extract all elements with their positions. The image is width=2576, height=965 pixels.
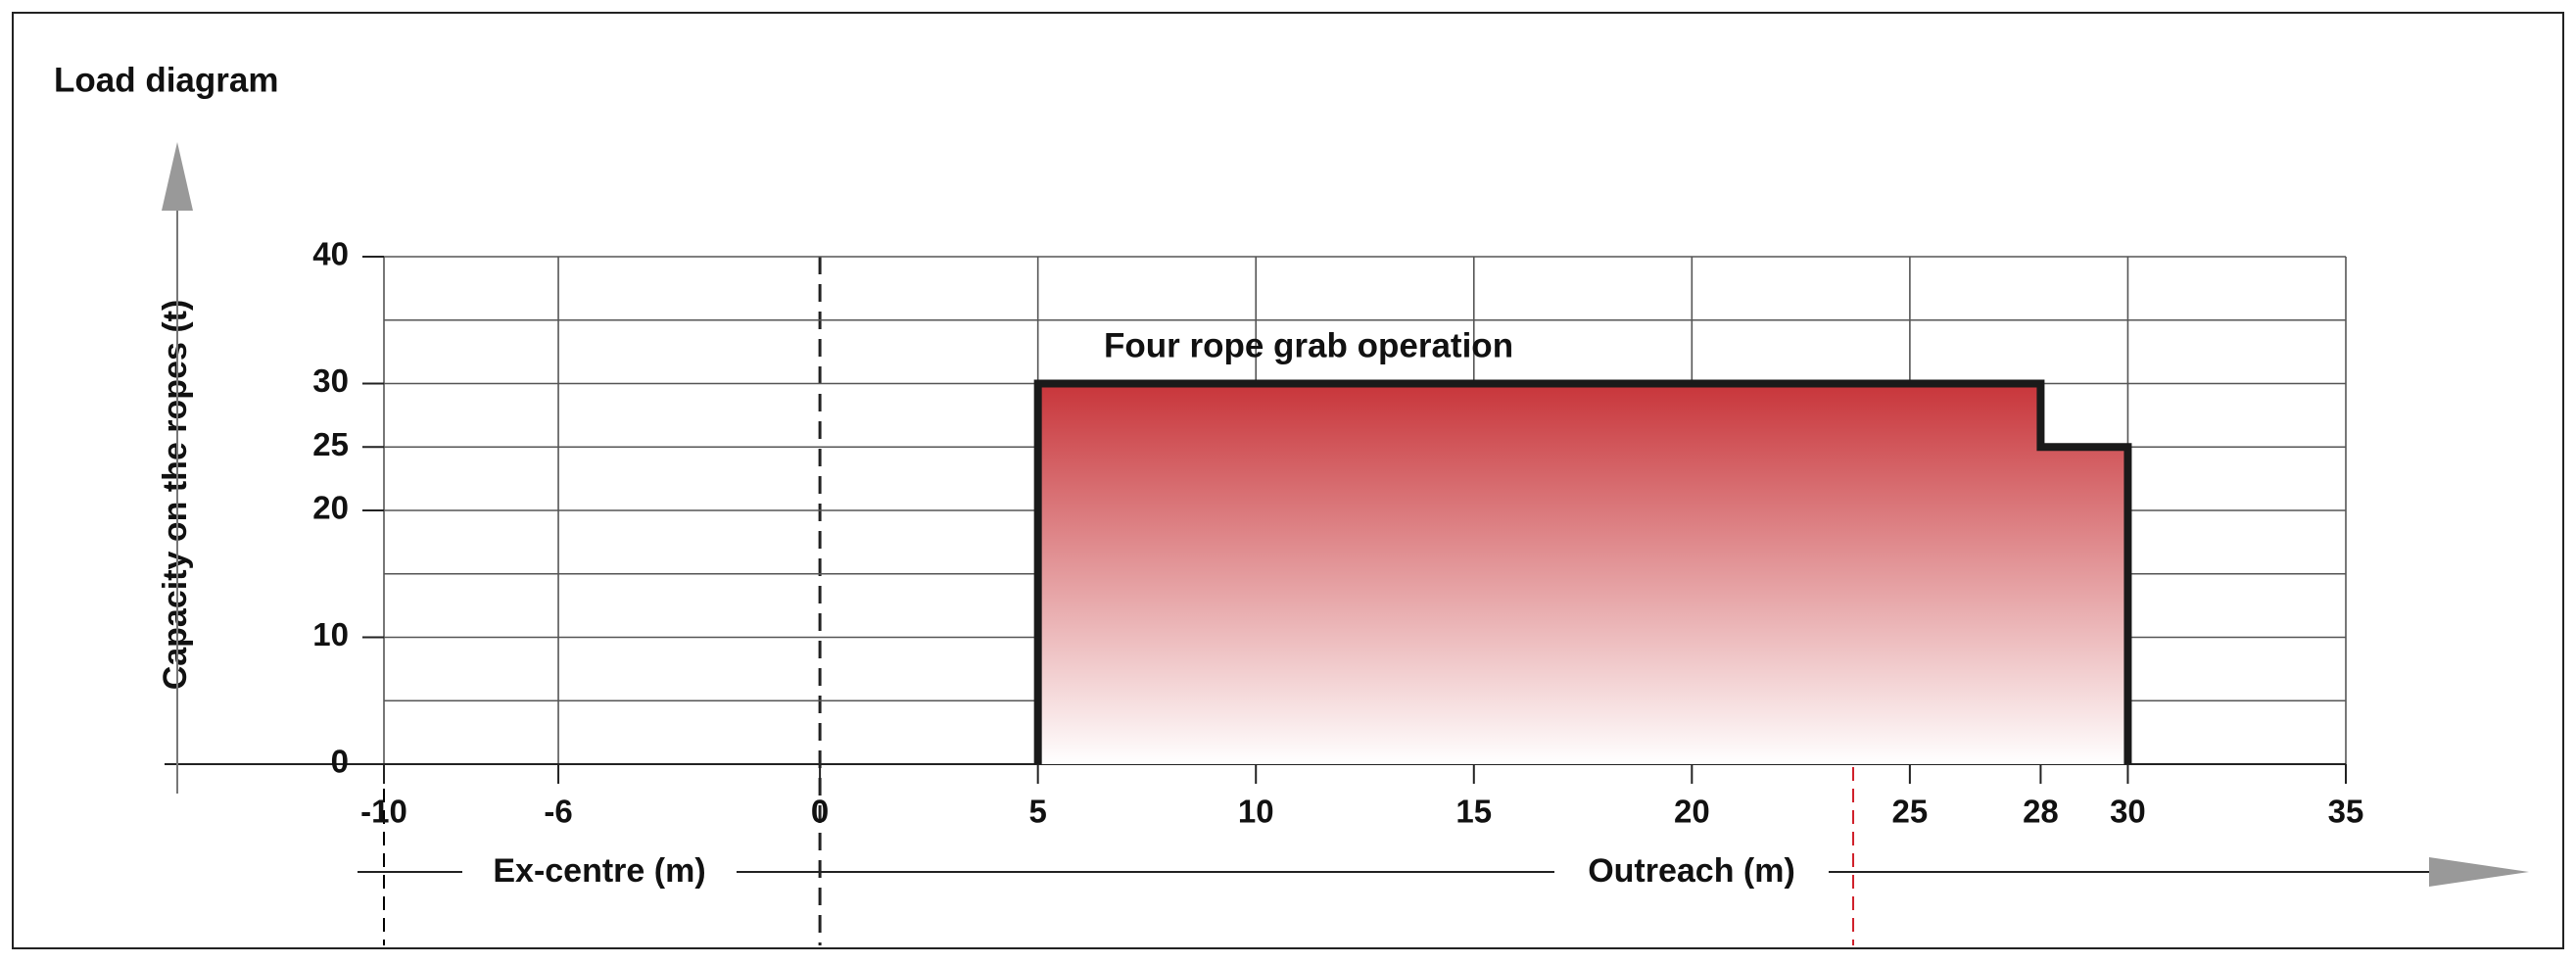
x-axis-label: Ex-centre (m) bbox=[493, 852, 705, 890]
y-tick-label: 20 bbox=[312, 490, 349, 526]
y-axis-arrow-head bbox=[162, 142, 193, 211]
y-tick-label: 40 bbox=[312, 236, 349, 272]
x-tick-label: -10 bbox=[360, 794, 407, 830]
y-tick-label: 10 bbox=[312, 616, 349, 652]
area-fill bbox=[1037, 383, 2128, 764]
x-tick-label: 15 bbox=[1455, 794, 1492, 830]
x-tick-label: 0 bbox=[811, 794, 829, 830]
x-tick-label: -6 bbox=[544, 794, 572, 830]
y-tick-label: 0 bbox=[331, 744, 349, 780]
y-tick-label: 25 bbox=[312, 426, 349, 462]
x-axis-label: Outreach (m) bbox=[1588, 852, 1795, 890]
plot: Ex-centre (m) Outreach (m) 0 10 20 25 30 40 -10 -… bbox=[162, 142, 2529, 945]
x-tick-label: 20 bbox=[1674, 794, 1710, 830]
x-tick-label: 5 bbox=[1028, 794, 1046, 830]
x-tick-label: 30 bbox=[2110, 794, 2146, 830]
y-tick-label: 30 bbox=[312, 362, 349, 399]
x-tick-label: 10 bbox=[1238, 794, 1274, 830]
annotation: Four rope grab operation bbox=[1104, 326, 1513, 364]
label-backing bbox=[1554, 850, 1829, 893]
x-tick-label: 35 bbox=[2328, 794, 2364, 830]
area-outline bbox=[1033, 379, 2132, 764]
label-backing bbox=[462, 850, 737, 893]
frame bbox=[12, 12, 2564, 949]
x-axis-arrow-head bbox=[2429, 857, 2529, 887]
x-tick-label: 25 bbox=[1892, 794, 1929, 830]
chart-title: Load diagram bbox=[54, 61, 278, 99]
y-axis-label: Capacity on the ropes (t) bbox=[157, 300, 194, 691]
x-tick-label: 28 bbox=[2023, 794, 2059, 830]
